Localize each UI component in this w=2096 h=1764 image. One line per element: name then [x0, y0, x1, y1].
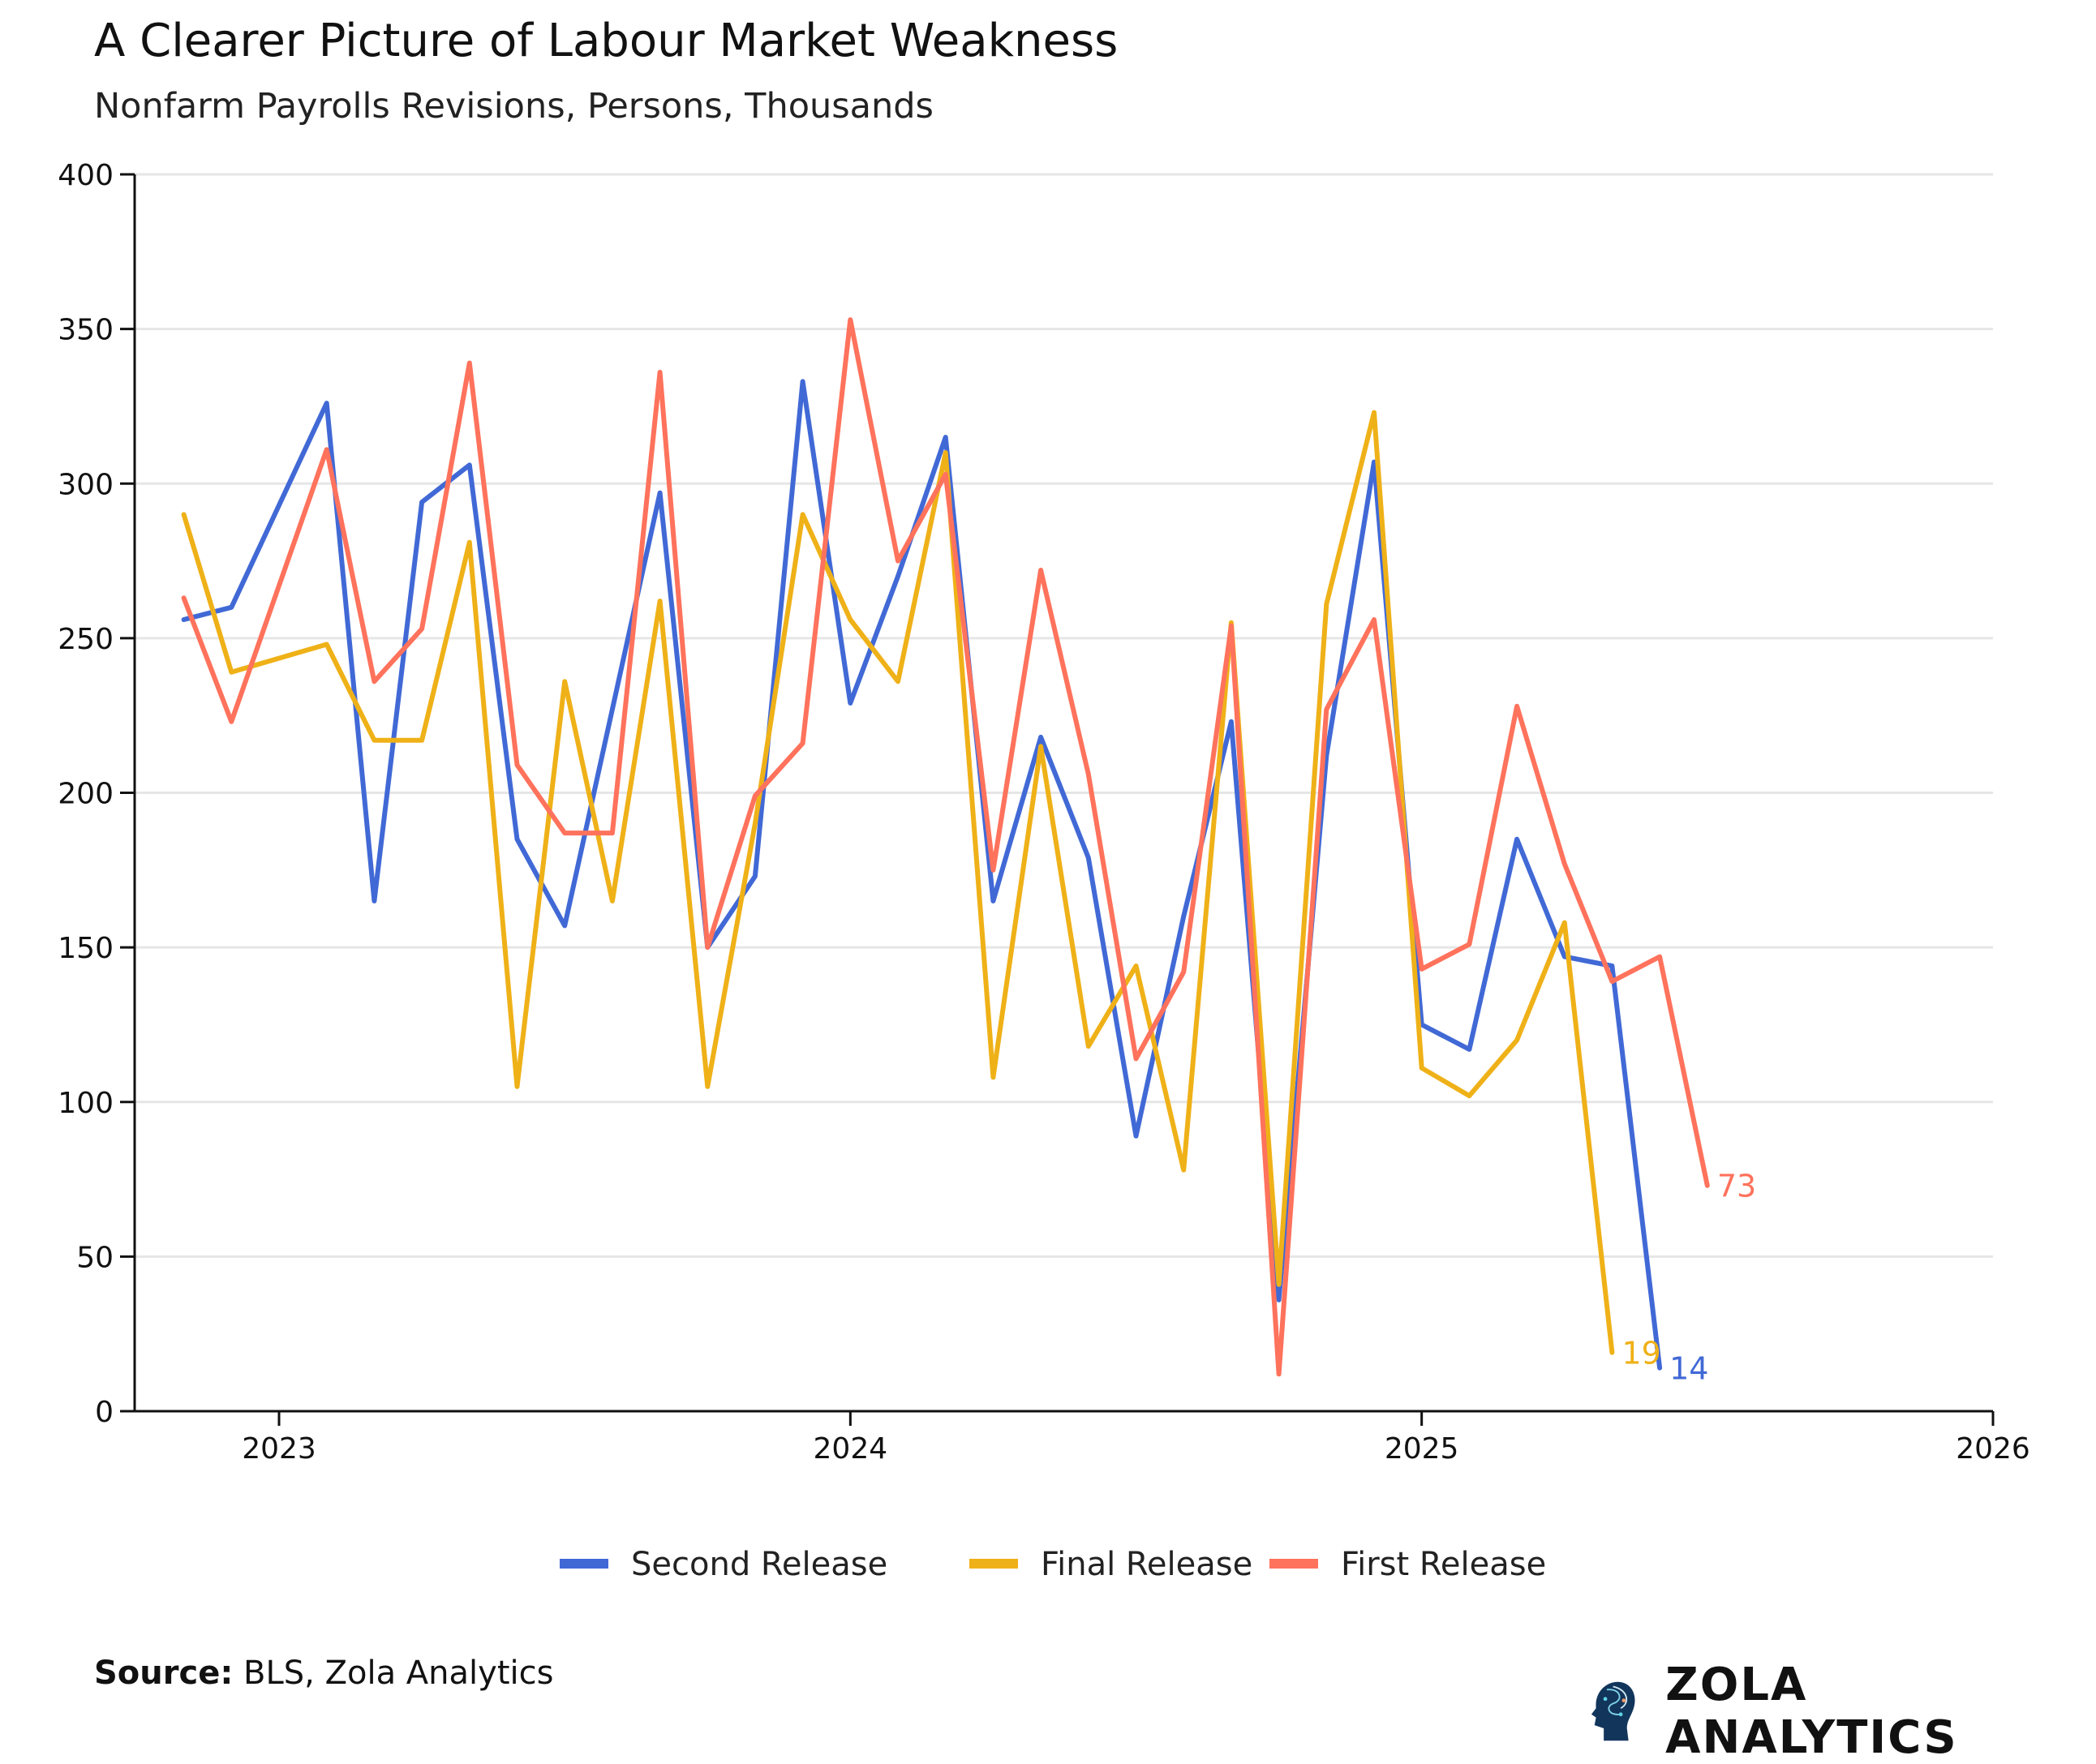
source-text: BLS, Zola Analytics — [233, 1655, 553, 1692]
brand-logo: ZOLA ANALYTICS — [1590, 1659, 2096, 1764]
x-tick-label: 2025 — [1385, 1432, 1459, 1466]
legend-label: Second Release — [631, 1546, 887, 1583]
source-label: Source: — [94, 1655, 233, 1692]
y-tick-label: 100 — [58, 1087, 114, 1120]
legend-label: Final Release — [1041, 1546, 1252, 1583]
series-line-second-release — [184, 381, 1660, 1367]
y-tick-label: 0 — [95, 1396, 114, 1429]
y-tick-label: 300 — [58, 468, 114, 501]
x-tick-label: 2024 — [814, 1432, 888, 1466]
end-label: 19 — [1621, 1336, 1660, 1371]
legend-label: First Release — [1341, 1546, 1546, 1583]
brand-name: ZOLA ANALYTICS — [1665, 1659, 2096, 1764]
x-tick-label: 2026 — [1956, 1432, 2030, 1466]
end-label: 73 — [1717, 1169, 1756, 1204]
end-label: 14 — [1669, 1351, 1708, 1387]
y-tick-label: 350 — [58, 314, 114, 347]
y-tick-label: 50 — [76, 1241, 114, 1274]
x-tick-label: 2023 — [242, 1432, 316, 1466]
y-tick-label: 400 — [58, 159, 114, 192]
brain-head-icon — [1590, 1679, 1636, 1744]
series-line-first-release — [184, 320, 1707, 1374]
y-tick-label: 250 — [58, 623, 114, 656]
y-tick-label: 150 — [58, 932, 114, 965]
y-tick-label: 200 — [58, 778, 114, 811]
source-note: Source: BLS, Zola Analytics — [94, 1655, 553, 1692]
